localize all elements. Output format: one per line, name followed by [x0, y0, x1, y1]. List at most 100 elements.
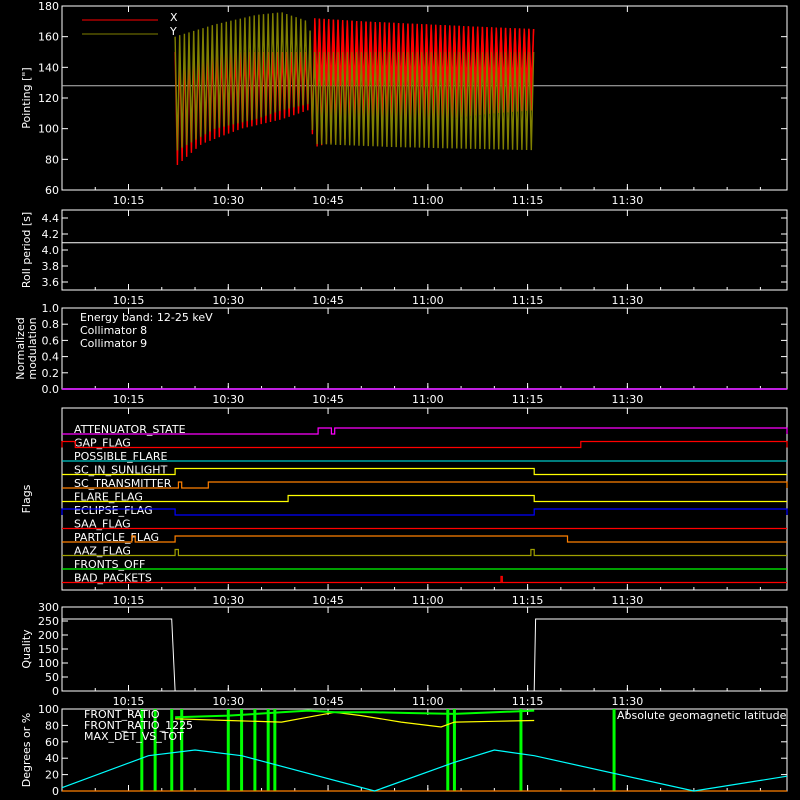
- x-tick-label: 10:30: [212, 695, 244, 708]
- x-tick-label: 11:00: [412, 294, 444, 307]
- ratio-label: Absolute geomagnetic latitude: [617, 709, 787, 722]
- flag-label-possible_flare: POSSIBLE_FLARE: [74, 450, 168, 463]
- modulation-chart: 0.0 0.2 0.4 0.6 0.8 1.0 Normalized modulation En…: [14, 302, 787, 396]
- y-tick-label: 150: [38, 643, 59, 656]
- x-tick-label: 10:15: [113, 194, 145, 207]
- y-tick-label: 0.0: [42, 383, 60, 396]
- quality-line: [62, 618, 787, 692]
- ratio-label: FRONT_RATIO_1225: [84, 719, 193, 732]
- y-tick-label: 100: [38, 123, 59, 136]
- legend-label-y: Y: [169, 25, 177, 38]
- y-tick-label: 250: [38, 615, 59, 628]
- flags-chart: Flags ATTENUATOR_STATEGAP_FLAGPOSSIBLE_FL…: [20, 423, 788, 585]
- flag-trace-particle_flag: [62, 535, 787, 543]
- y-tick-label: 3.6: [42, 276, 60, 289]
- y-tick-label: 1.0: [42, 302, 60, 315]
- y-tick-label: 200: [38, 629, 59, 642]
- ratio-label: FRONT_RATIO: [84, 708, 160, 721]
- flag-label-attenuator_state: ATTENUATOR_STATE: [74, 423, 186, 436]
- y-tick-label: 0: [52, 785, 59, 798]
- y-tick-label: 300: [38, 601, 59, 614]
- y-tick-label: 0: [52, 685, 59, 698]
- flag-trace-flare_flag: [62, 494, 787, 503]
- flag-label-flare_flag: FLARE_FLAG: [74, 491, 143, 504]
- x-tick-label: 11:30: [612, 594, 644, 607]
- x-tick-label: 11:00: [412, 194, 444, 207]
- x-tick-label: 11:30: [612, 194, 644, 207]
- legend-label-x: X: [170, 11, 178, 24]
- flag-label-bad_packets: BAD_PACKETS: [74, 572, 152, 585]
- x-tick-label: 10:45: [312, 393, 344, 406]
- y-axis-label: Roll period [s]: [20, 212, 33, 288]
- y-tick-label: 140: [38, 61, 59, 74]
- y-tick-label: 180: [38, 0, 59, 13]
- roll-period-chart: 3.6 3.8 4.0 4.2 4.4 Roll period [s]: [20, 212, 787, 289]
- panel-3: 10:15 10:30 10:45 11:00 11:15 11:30: [61, 307, 788, 406]
- x-tick-label: 10:45: [312, 294, 344, 307]
- x-tick-label: 10:15: [113, 294, 145, 307]
- y-axis-label: Flags: [20, 484, 33, 513]
- y-tick-label: 120: [38, 92, 59, 105]
- y-tick-label: 100: [38, 657, 59, 670]
- flag-trace-bad_packets: [62, 575, 787, 584]
- x-tick-label: 11:00: [412, 695, 444, 708]
- x-tick-label: 11:15: [512, 393, 544, 406]
- panel-frame: [61, 606, 788, 692]
- y-tick-label: 0.2: [42, 367, 60, 380]
- flag-label-aaz_flag: AAZ_FLAG: [74, 545, 131, 558]
- flag-trace-sc_transmitter: [62, 481, 788, 489]
- flag-trace-gap_flag: [61, 440, 788, 449]
- modulation-annotation: Collimator 8: [80, 324, 147, 337]
- y-axis-label: Degrees or %: [20, 713, 33, 787]
- y-tick-label: 0.6: [42, 334, 60, 347]
- y-tick-label: 20: [45, 769, 59, 782]
- y-tick-label: 100: [38, 703, 59, 716]
- y-tick-label: 4.4: [42, 212, 60, 225]
- x-tick-label: 11:00: [412, 594, 444, 607]
- panel-frame: [61, 407, 788, 591]
- modulation-annotation: Energy band: 12-25 keV: [80, 311, 213, 324]
- y-tick-label: 4.2: [42, 228, 60, 241]
- x-tick-label: 10:30: [212, 594, 244, 607]
- x-tick-label: 10:45: [312, 695, 344, 708]
- x-tick-label: 10:30: [212, 393, 244, 406]
- flag-label-sc_in_sunlight: SC_IN_SUNLIGHT: [74, 464, 168, 477]
- ratio-series: [61, 749, 788, 792]
- x-tick-label: 10:30: [212, 294, 244, 307]
- x-tick-label: 10:15: [113, 695, 145, 708]
- x-tick-label: 10:30: [212, 194, 244, 207]
- flag-trace-sc_in_sunlight: [62, 467, 787, 476]
- flag-label-saa_flag: SAA_FLAG: [74, 518, 131, 531]
- pointing-series-y: [174, 12, 535, 151]
- x-tick-label: 10:15: [113, 393, 145, 406]
- x-tick-label: 11:15: [512, 695, 544, 708]
- x-tick-label: 11:15: [512, 294, 544, 307]
- x-tick-label: 11:00: [412, 393, 444, 406]
- x-tick-label: 11:30: [612, 294, 644, 307]
- flag-label-eclipse_flag: ECLIPSE_FLAG: [74, 504, 153, 517]
- x-tick-label: 10:15: [113, 594, 145, 607]
- y-tick-label: 60: [45, 184, 59, 197]
- panel-frame: [61, 209, 788, 291]
- ratio-label: MAX_DET_VS_TOT: [84, 730, 184, 743]
- y-tick-label: 160: [38, 31, 59, 44]
- y-tick-label: 80: [45, 719, 59, 732]
- flag-trace-aaz_flag: [62, 548, 787, 557]
- pointing-chart: 60 80 100 120 140 160 180 Pointing ["] XY: [20, 0, 787, 197]
- y-tick-label: 80: [45, 153, 59, 166]
- y-axis-label: Normalized: [14, 317, 27, 379]
- flag-label-gap_flag: GAP_FLAG: [74, 437, 131, 450]
- ratio-chart: 0 20 40 60 80 100 Degrees or % FRONT_RATIOFRONT…: [20, 703, 788, 798]
- flag-trace-eclipse_flag: [61, 508, 788, 516]
- y-axis-label: Quality: [20, 629, 33, 669]
- modulation-annotation: Collimator 9: [80, 337, 147, 350]
- x-tick-label: 11:30: [612, 393, 644, 406]
- y-tick-label: 60: [45, 736, 59, 749]
- flag-label-fronts_off: FRONTS_OFF: [74, 558, 145, 571]
- ratio-series: [175, 709, 535, 719]
- flag-trace-attenuator_state: [62, 427, 788, 435]
- y-tick-label: 0.8: [42, 318, 60, 331]
